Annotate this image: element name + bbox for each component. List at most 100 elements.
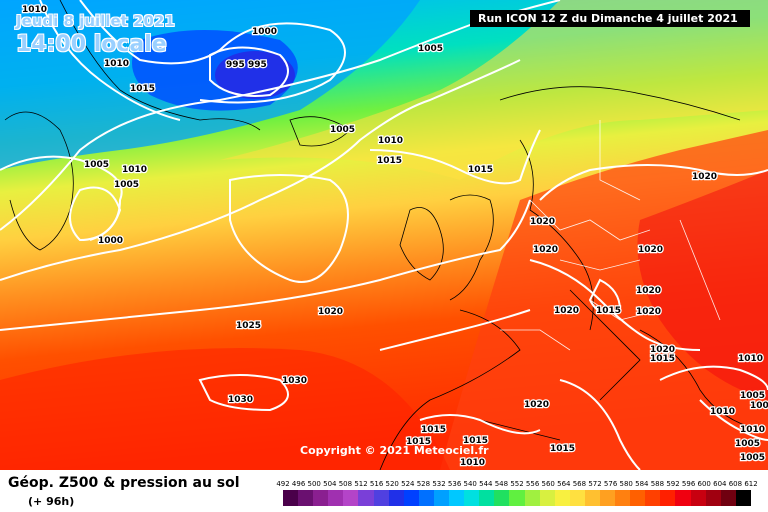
legend-tick: 604 bbox=[713, 480, 727, 488]
legend-swatch bbox=[584, 490, 600, 506]
legend-tick: 492 bbox=[276, 480, 290, 488]
isobar-label: 1020 bbox=[533, 245, 558, 255]
legend-tick: 572 bbox=[588, 480, 602, 488]
isobar-label: 1020 bbox=[554, 306, 579, 316]
legend-tick: 612 bbox=[744, 480, 758, 488]
legend-swatch bbox=[403, 490, 419, 506]
legend-tick: 508 bbox=[338, 480, 353, 488]
weather-map: 1010 1000 1005 1010 995 995 1015 1005 10… bbox=[0, 0, 768, 470]
isobar-label: 1020 bbox=[636, 307, 661, 317]
isobar-label: 1020 bbox=[524, 400, 549, 410]
legend-tick: 588 bbox=[650, 480, 665, 488]
legend-swatch bbox=[705, 490, 721, 506]
legend-tick: 532 bbox=[432, 480, 446, 488]
forecast-lead-time: (+ 96h) bbox=[28, 495, 75, 508]
legend-swatch bbox=[494, 490, 510, 506]
isobar-label: 1005 bbox=[735, 439, 760, 449]
legend-tick-labels: 492 496 500 504 508 512 516 520 524 528 532 536 540 5… bbox=[276, 480, 757, 488]
legend-tick: 552 bbox=[510, 480, 524, 488]
legend-tick: 496 bbox=[291, 480, 306, 488]
legend-swatch bbox=[418, 490, 434, 506]
isobar-label: 1005 bbox=[740, 391, 765, 401]
legend-swatch bbox=[599, 490, 616, 506]
legend-swatch bbox=[479, 490, 495, 506]
legend-swatch bbox=[539, 490, 555, 506]
legend-tick: 536 bbox=[447, 480, 462, 488]
isobar-labels: 1010 1000 1005 1010 995 995 1015 1005 10… bbox=[21, 4, 768, 470]
legend-tick: 544 bbox=[479, 480, 493, 488]
isobar-label: 1010 bbox=[122, 165, 147, 175]
model-run-info: Run ICON 12 Z du Dimanche 4 juillet 2021 bbox=[470, 10, 750, 27]
isobar-label: 1010 bbox=[710, 407, 735, 417]
legend-swatch bbox=[630, 490, 646, 506]
isobar-label: 1005 bbox=[114, 180, 139, 190]
isobar-label: 1005 bbox=[740, 453, 765, 463]
legend-tick: 504 bbox=[323, 480, 337, 488]
legend-swatch bbox=[720, 490, 736, 506]
isobar-label: 1010 bbox=[378, 136, 403, 146]
isobar-label: 1015 bbox=[406, 437, 431, 447]
geopotential-low-center bbox=[215, 51, 295, 99]
legend-swatch bbox=[735, 490, 751, 506]
legend-swatch bbox=[343, 490, 359, 506]
isobar-label: 1015 bbox=[596, 306, 621, 316]
forecast-date: Jeudi 8 juillet 2021 bbox=[16, 12, 175, 30]
legend-tick: 568 bbox=[572, 480, 587, 488]
legend-swatch bbox=[675, 490, 691, 506]
legend-swatch bbox=[358, 490, 374, 506]
legend-swatch bbox=[388, 490, 404, 506]
isobar-label: 1020 bbox=[692, 172, 717, 182]
forecast-time: 14:00 locale bbox=[16, 32, 167, 57]
geopotential-southwest bbox=[0, 348, 450, 470]
legend-tick: 556 bbox=[525, 480, 540, 488]
legend-swatch bbox=[328, 490, 344, 506]
isobar-label: 1010 bbox=[738, 354, 763, 364]
legend-tick: 596 bbox=[681, 480, 696, 488]
isobar-label: 1020 bbox=[636, 286, 661, 296]
legend-swatch bbox=[554, 490, 570, 506]
isobar-label: 1020 bbox=[650, 345, 675, 355]
legend-tick: 520 bbox=[385, 480, 399, 488]
legend-swatch bbox=[433, 490, 450, 506]
legend-swatch bbox=[509, 490, 525, 506]
legend-tick: 564 bbox=[557, 480, 571, 488]
isobar-label: 1005 bbox=[418, 44, 443, 54]
legend-tick: 512 bbox=[354, 480, 368, 488]
isobar-label: 1005 bbox=[84, 160, 109, 170]
isobar-label: 1030 bbox=[228, 395, 253, 405]
isobar-label: 1010 bbox=[104, 59, 129, 69]
legend-swatch bbox=[449, 490, 465, 506]
isobar-label: 1025 bbox=[236, 321, 261, 331]
legend-swatch bbox=[569, 490, 585, 506]
legend-tick: 576 bbox=[603, 480, 618, 488]
isobar-label: 1015 bbox=[421, 425, 446, 435]
isobar-label: 1000 bbox=[252, 27, 277, 37]
isobar-label: 1015 bbox=[377, 156, 402, 166]
isobar-label: 1005 bbox=[750, 401, 768, 411]
legend-tick: 548 bbox=[494, 480, 509, 488]
legend-tick: 600 bbox=[697, 480, 711, 488]
isobar-label: 1000 bbox=[98, 236, 123, 246]
legend-swatch bbox=[615, 490, 631, 506]
legend-tick: 516 bbox=[369, 480, 384, 488]
isobar-label: 1015 bbox=[650, 354, 675, 364]
geopotential-yellow-ridge bbox=[220, 0, 768, 180]
isobar-label: 1005 bbox=[330, 125, 355, 135]
legend-swatch bbox=[373, 490, 389, 506]
legend-swatch bbox=[660, 490, 676, 506]
isobar-label: 995 bbox=[226, 60, 245, 70]
borders bbox=[500, 120, 721, 351]
legend-swatch bbox=[283, 490, 299, 506]
legend-tick: 608 bbox=[728, 480, 743, 488]
isobar-label: 1030 bbox=[282, 376, 307, 386]
legend-swatch bbox=[645, 490, 661, 506]
legend-tick: 528 bbox=[416, 480, 431, 488]
legend-tick: 540 bbox=[463, 480, 477, 488]
geopotential-hot-core bbox=[637, 170, 768, 400]
legend-swatch bbox=[313, 490, 329, 506]
isobar-label: 1020 bbox=[638, 245, 663, 255]
legend-tick: 584 bbox=[635, 480, 649, 488]
legend-tick: 500 bbox=[307, 480, 321, 488]
copyright-notice: Copyright © 2021 Meteociel.fr bbox=[300, 444, 489, 457]
legend-swatch bbox=[464, 490, 480, 506]
